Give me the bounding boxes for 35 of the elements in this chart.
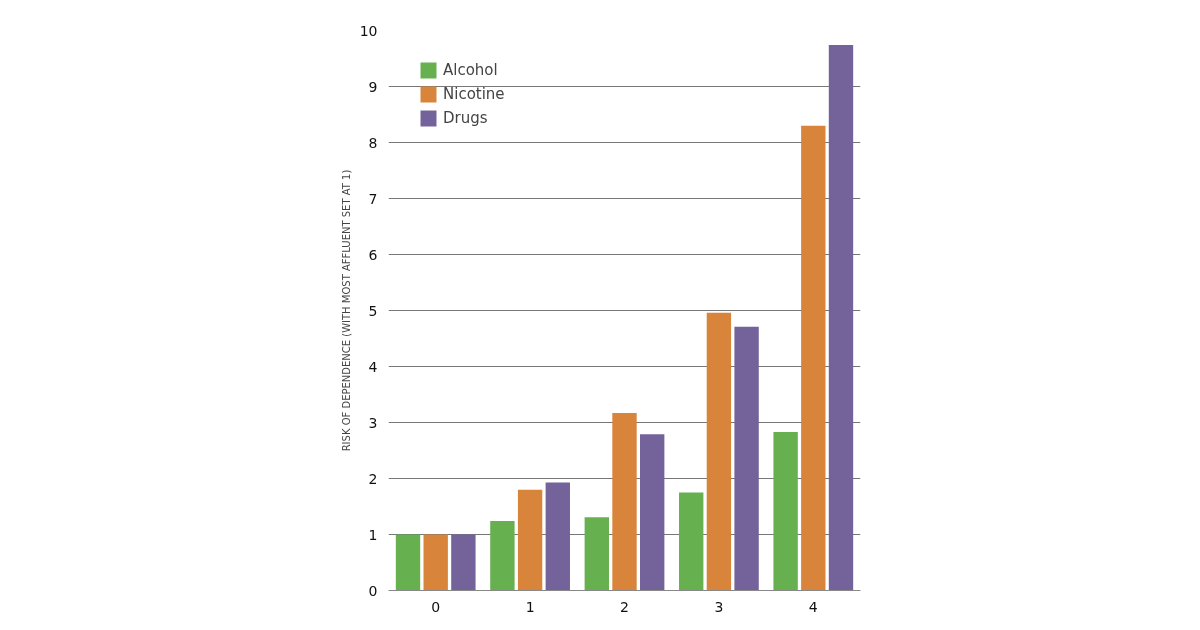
y-tick-label: 8 xyxy=(368,134,378,151)
bar xyxy=(517,489,543,591)
bar xyxy=(545,482,570,591)
y-tick-label: 7 xyxy=(368,190,378,207)
y-tick-label: 0 xyxy=(368,582,378,599)
bar xyxy=(584,517,609,591)
legend-label: Drugs xyxy=(443,109,488,127)
bar xyxy=(828,45,854,591)
x-tick-label: 1 xyxy=(525,598,535,615)
x-tick-label: 4 xyxy=(808,598,818,615)
y-tick-label: 10 xyxy=(359,22,378,39)
x-tick-label: 0 xyxy=(431,598,441,615)
y-tick-label: 2 xyxy=(368,470,378,487)
bar xyxy=(395,534,421,591)
y-tick-label: 5 xyxy=(368,302,378,319)
x-tick-label: 2 xyxy=(620,598,629,615)
bar xyxy=(490,521,515,591)
bar xyxy=(612,412,637,591)
y-tick-label: 4 xyxy=(368,358,378,375)
y-tick-label: 3 xyxy=(368,414,378,431)
bar xyxy=(734,326,759,591)
bar xyxy=(706,312,732,591)
bar xyxy=(451,534,476,591)
x-tick-label: 3 xyxy=(714,598,724,615)
bar xyxy=(801,125,826,591)
bar xyxy=(773,432,798,591)
legend-label: Nicotine xyxy=(443,85,505,103)
legend-label: Alcohol xyxy=(443,61,498,79)
y-tick-label: 6 xyxy=(368,246,378,263)
y-tick-label: 9 xyxy=(368,78,378,95)
y-axis-title: RISK OF DEPENDENCE (WITH MOST AFFLUENT SET AT 1) xyxy=(340,169,352,452)
y-tick-label: 1 xyxy=(368,526,378,543)
bar xyxy=(423,534,448,591)
bar xyxy=(640,434,665,591)
bar xyxy=(679,492,704,591)
